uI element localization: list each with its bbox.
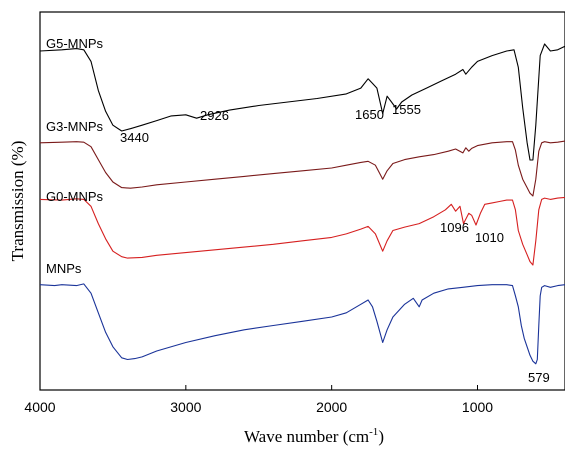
series-label-g0-mnps: G0-MNPs bbox=[46, 189, 104, 204]
x-axis-title: Wave number (cm-1) bbox=[244, 426, 384, 446]
series-line-g5-mnps bbox=[39, 43, 565, 161]
series-line-g0-mnps bbox=[39, 196, 565, 266]
x-tick-label: 1000 bbox=[462, 399, 493, 415]
peak-label-1650: 1650 bbox=[355, 107, 384, 122]
y-axis-title: Transmission (%) bbox=[8, 141, 27, 262]
peak-label-1010: 1010 bbox=[475, 230, 504, 245]
peak-label-579: 579 bbox=[528, 370, 550, 385]
peak-labels: 3440 2926 1650 1555 1096 1010 579 bbox=[120, 102, 550, 385]
series-lines bbox=[39, 43, 565, 365]
plot-frame bbox=[39, 11, 565, 391]
series-labels: G5-MNPs G3-MNPs G0-MNPs MNPs bbox=[46, 36, 104, 276]
peak-label-3440: 3440 bbox=[120, 130, 149, 145]
peak-label-1555: 1555 bbox=[392, 102, 421, 117]
x-tick-label: 4000 bbox=[24, 399, 55, 415]
series-label-mnps: MNPs bbox=[46, 261, 82, 276]
peak-label-1096: 1096 bbox=[440, 220, 469, 235]
series-label-g5-mnps: G5-MNPs bbox=[46, 36, 104, 51]
series-label-g3-mnps: G3-MNPs bbox=[46, 119, 104, 134]
series-line-mnps bbox=[39, 283, 565, 365]
x-tick-label: 2000 bbox=[316, 399, 347, 415]
peak-label-2926: 2926 bbox=[200, 108, 229, 123]
x-axis-ticks: 4000 3000 2000 1000 bbox=[24, 385, 493, 415]
x-tick-label: 3000 bbox=[170, 399, 201, 415]
series-line-g3-mnps bbox=[39, 140, 565, 197]
